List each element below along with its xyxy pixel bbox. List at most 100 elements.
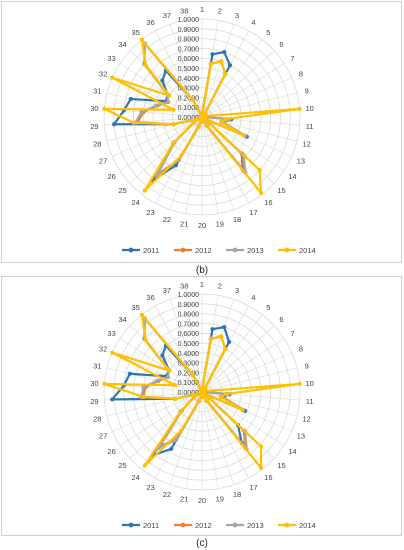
radial-tick-label: 0.2000 xyxy=(178,370,200,377)
category-label: 24 xyxy=(131,473,139,482)
category-label: 4 xyxy=(251,18,255,27)
category-label: 12 xyxy=(303,140,311,149)
spoke-line xyxy=(129,325,203,393)
category-label: 36 xyxy=(146,18,154,27)
data-point-2014 xyxy=(171,122,176,127)
legend-label: 2014 xyxy=(299,521,316,530)
data-point-2014 xyxy=(178,428,184,433)
data-point-2014 xyxy=(196,399,201,404)
spoke-line xyxy=(185,20,203,118)
radial-tick-label: 0.8000 xyxy=(178,312,200,319)
data-point-2011 xyxy=(210,52,215,57)
legend-label: 2013 xyxy=(247,521,264,530)
category-label: 32 xyxy=(99,70,107,79)
spoke-line xyxy=(112,116,203,157)
radial-tick-label: 0.0000 xyxy=(178,390,200,397)
radial-tick-label: 0.9000 xyxy=(178,302,200,309)
spoke-line xyxy=(169,299,203,393)
category-label: 5 xyxy=(266,28,270,37)
spoke-line xyxy=(106,367,203,393)
spoke-line xyxy=(201,50,275,118)
data-point-2014 xyxy=(257,167,262,173)
category-label: 6 xyxy=(279,40,283,49)
legend-marker-2011 xyxy=(128,247,134,253)
category-label: 28 xyxy=(93,140,101,149)
data-point-2014 xyxy=(102,381,107,387)
legend-label: 2012 xyxy=(195,246,212,255)
data-point-2011 xyxy=(127,371,132,376)
category-label: 28 xyxy=(93,415,101,424)
category-label: 27 xyxy=(99,156,107,165)
legend-label: 2013 xyxy=(247,246,264,255)
spoke-line xyxy=(201,116,249,204)
category-label: 20 xyxy=(198,496,206,505)
category-label: 29 xyxy=(90,122,98,131)
spoke-line xyxy=(201,325,275,393)
data-point-2014 xyxy=(102,106,107,112)
data-point-2013 xyxy=(165,99,170,105)
data-point-2011 xyxy=(227,63,233,68)
radial-tick-label: 0.7000 xyxy=(178,46,200,53)
spoke-line xyxy=(141,116,203,195)
category-label: 21 xyxy=(180,220,188,229)
legend-marker-2013 xyxy=(232,522,238,528)
caption-b: (b) xyxy=(195,265,209,276)
radial-tick-label: 0.8000 xyxy=(178,37,200,44)
data-point-2014 xyxy=(223,71,228,77)
category-label: 33 xyxy=(107,329,115,338)
category-label: 22 xyxy=(163,490,171,499)
category-label: 2 xyxy=(218,6,222,15)
category-label: 18 xyxy=(233,215,241,224)
category-label: 37 xyxy=(163,11,171,20)
legend-marker-2012 xyxy=(180,247,186,253)
data-point-2014 xyxy=(141,394,146,399)
data-point-2014 xyxy=(171,107,176,112)
data-point-2014 xyxy=(218,394,224,399)
data-point-2013 xyxy=(154,103,159,108)
category-label: 19 xyxy=(216,220,224,229)
category-label: 29 xyxy=(90,397,98,406)
legend-label: 2011 xyxy=(143,521,159,530)
data-point-2011 xyxy=(226,339,232,345)
data-point-2014 xyxy=(191,395,196,400)
spoke-line xyxy=(201,24,235,118)
category-label: 23 xyxy=(146,483,154,492)
caption-c: (c) xyxy=(196,538,208,549)
chart-panel-c: 1 2 3 4 5 6 7 8 9 10 11 12 13 14 15 16 17 18 19 20 21 22 23 24 2… xyxy=(1,276,402,536)
category-label: 1 xyxy=(200,5,204,14)
data-point-2014 xyxy=(196,124,201,129)
data-point-2014 xyxy=(258,465,264,470)
legend-marker-2011 xyxy=(128,522,134,528)
category-label: 26 xyxy=(107,172,115,181)
category-label: 3 xyxy=(235,286,239,295)
category-label: 1 xyxy=(200,280,204,289)
radial-tick-label: 0.5000 xyxy=(178,341,200,348)
data-point-2014 xyxy=(297,106,302,112)
category-label: 14 xyxy=(288,172,296,181)
spoke-line xyxy=(201,338,285,393)
radial-tick-label: 1.0000 xyxy=(178,292,200,299)
legend-marker-2014 xyxy=(284,522,290,528)
data-point-2013 xyxy=(139,109,144,115)
data-point-2014 xyxy=(110,75,115,80)
legend-label: 2014 xyxy=(299,246,316,255)
data-point-2014 xyxy=(190,372,195,377)
category-label: 34 xyxy=(118,315,126,324)
category-label: 6 xyxy=(279,315,283,324)
spoke-line xyxy=(119,391,203,446)
category-label: 16 xyxy=(264,198,272,207)
category-label: 16 xyxy=(264,473,272,482)
spoke-line xyxy=(201,92,298,118)
spoke-line xyxy=(119,116,203,171)
spoke-line xyxy=(201,63,285,118)
spoke-line xyxy=(169,391,203,485)
category-label: 37 xyxy=(163,286,171,295)
spoke-line xyxy=(201,367,298,393)
category-label: 27 xyxy=(99,431,107,440)
data-point-2014 xyxy=(224,391,229,397)
category-label: 25 xyxy=(118,186,126,195)
category-label: 17 xyxy=(249,483,257,492)
data-point-2013 xyxy=(141,385,146,390)
category-label: 9 xyxy=(305,361,309,370)
data-point-2014 xyxy=(171,141,176,146)
